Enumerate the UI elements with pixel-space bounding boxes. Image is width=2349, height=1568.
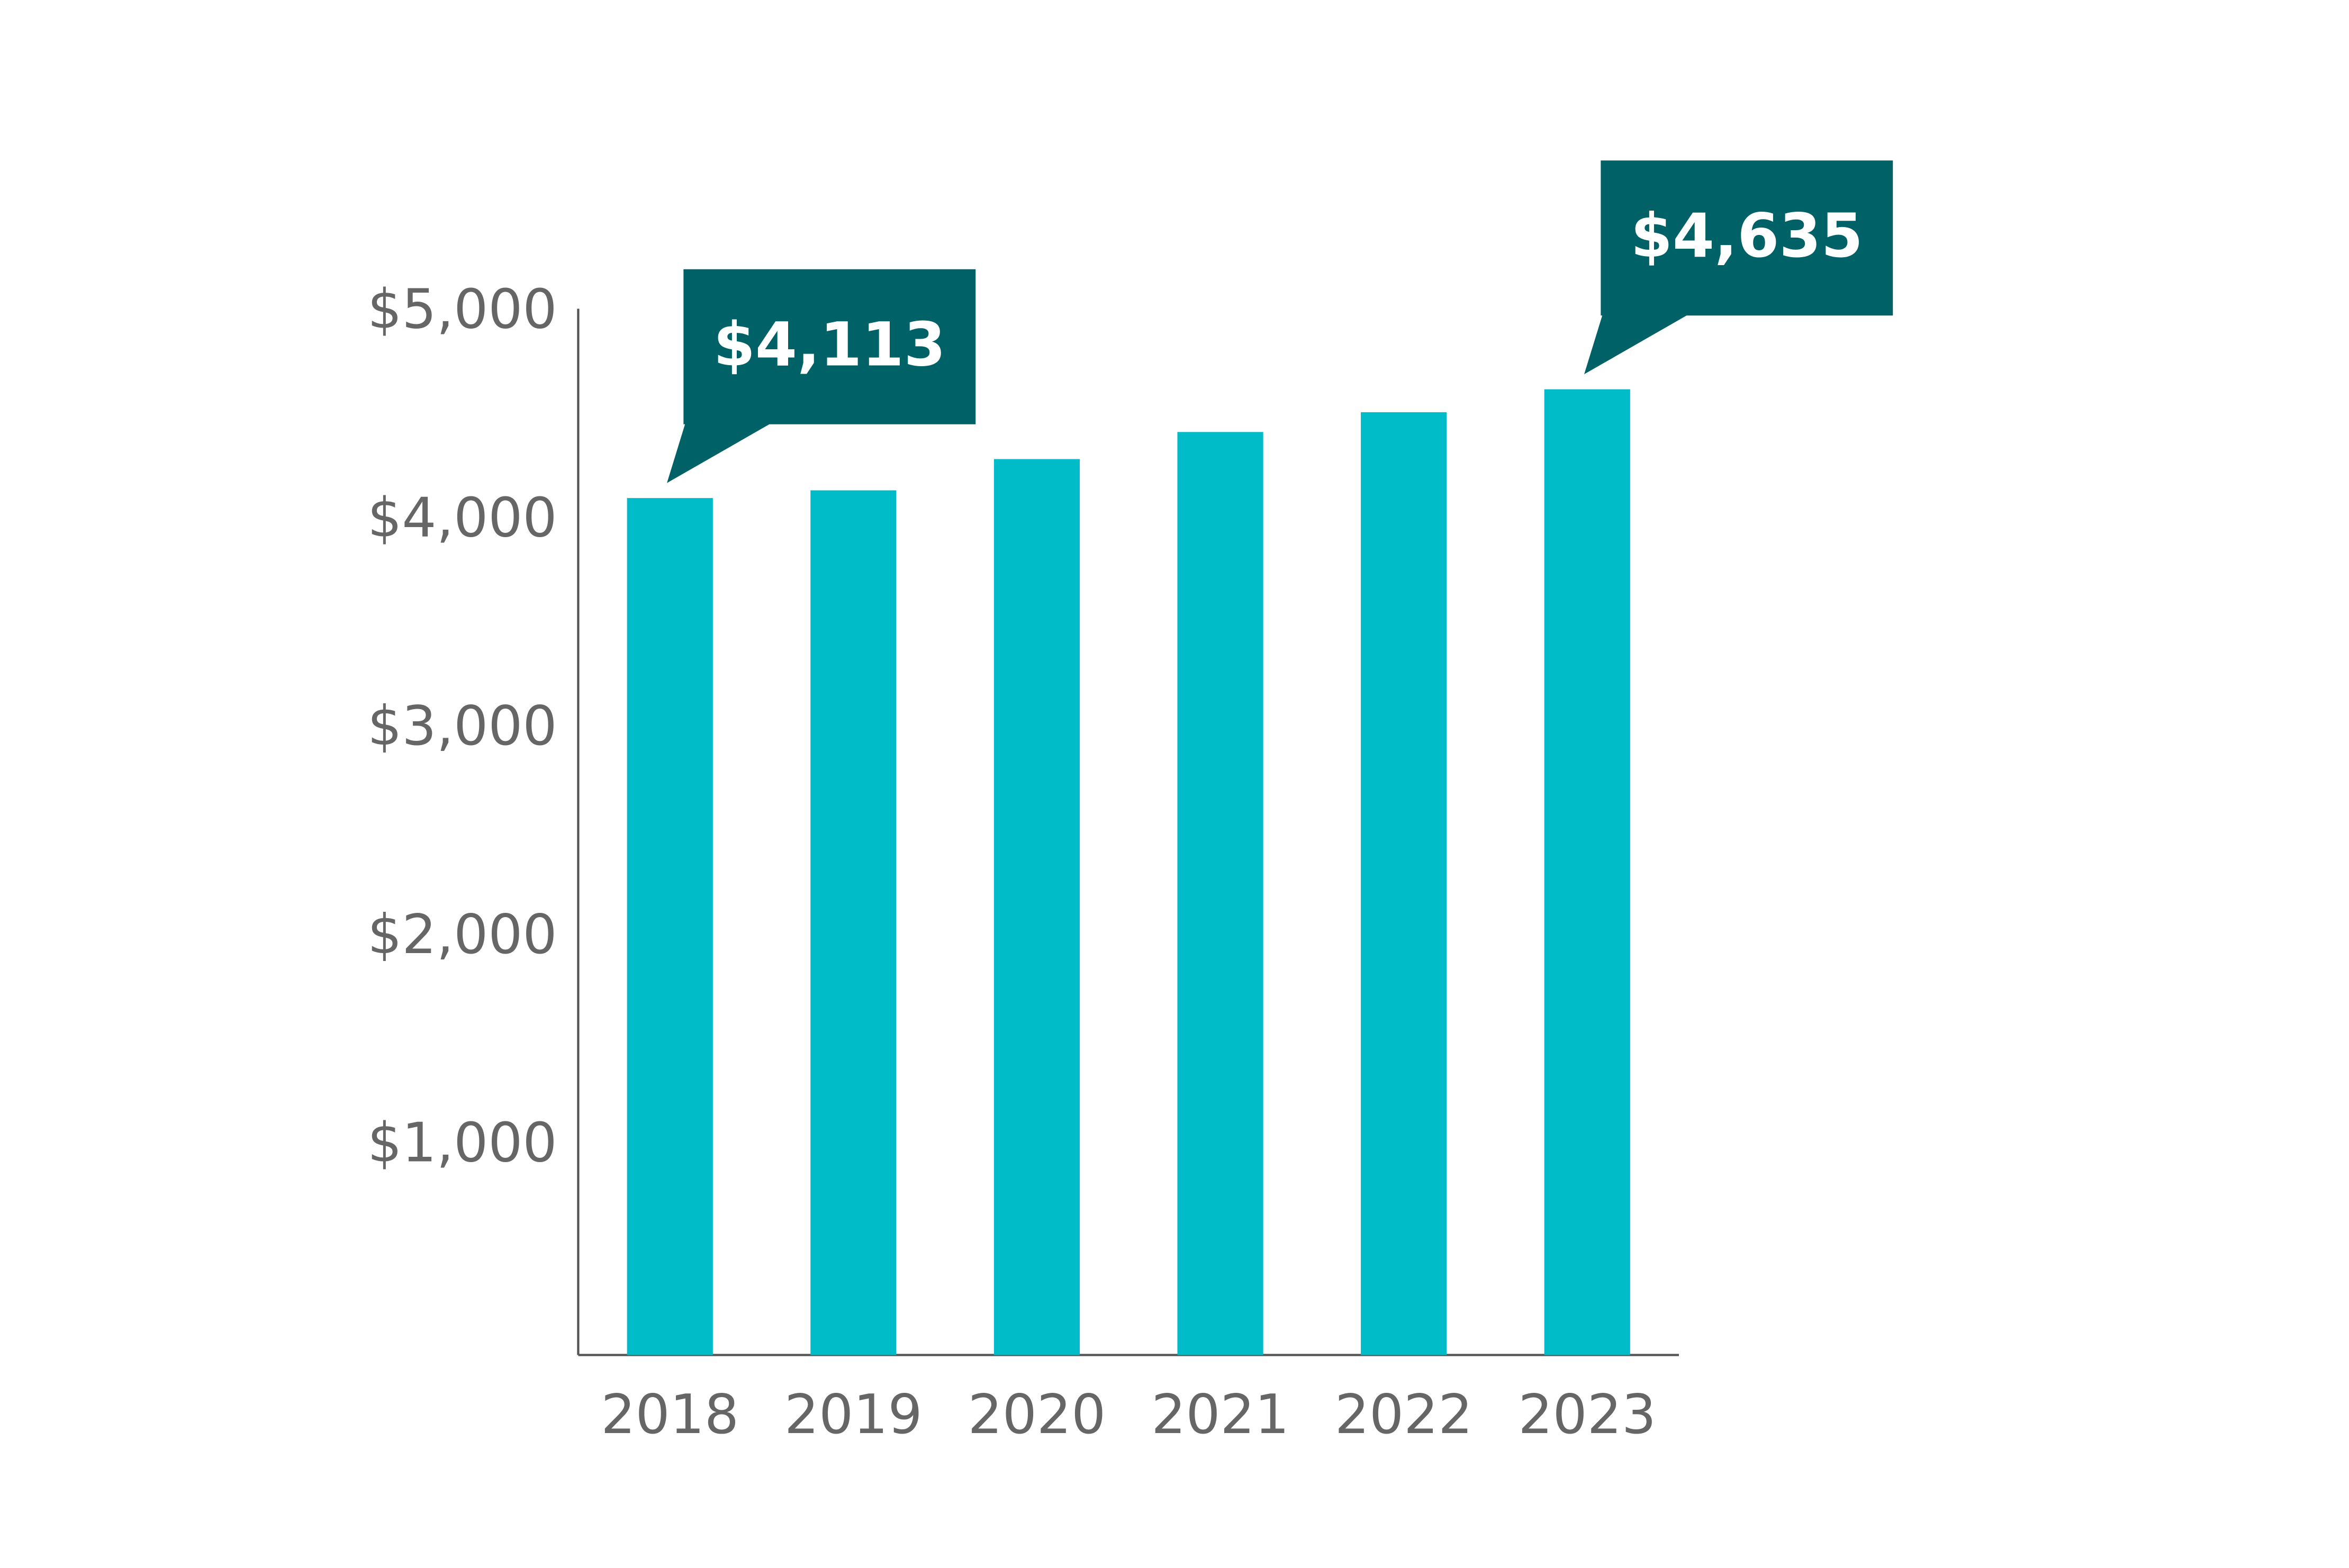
x-tick-label: 2018 [601, 1383, 739, 1446]
bar [627, 498, 713, 1355]
bar [810, 490, 897, 1355]
x-tick-label: 2021 [1151, 1383, 1289, 1446]
callout-box [1584, 160, 1893, 375]
callout-box [667, 269, 976, 483]
x-tick-label: 2022 [1335, 1383, 1473, 1446]
value-label: $4,113 [713, 310, 946, 380]
y-tick-label: $5,000 [367, 278, 557, 341]
y-tick-label: $3,000 [367, 695, 557, 758]
bar [1177, 432, 1263, 1355]
x-tick-label: 2023 [1518, 1383, 1656, 1446]
y-tick-label: $1,000 [367, 1112, 557, 1175]
bar [1361, 412, 1447, 1355]
value-label: $4,635 [1631, 201, 1863, 271]
y-tick-label: $4,000 [367, 486, 557, 549]
x-tick-label: 2020 [968, 1383, 1106, 1446]
bar [1544, 389, 1630, 1355]
x-tick-label: 2019 [784, 1383, 923, 1446]
y-tick-label: $2,000 [367, 903, 557, 966]
bar [993, 459, 1080, 1355]
